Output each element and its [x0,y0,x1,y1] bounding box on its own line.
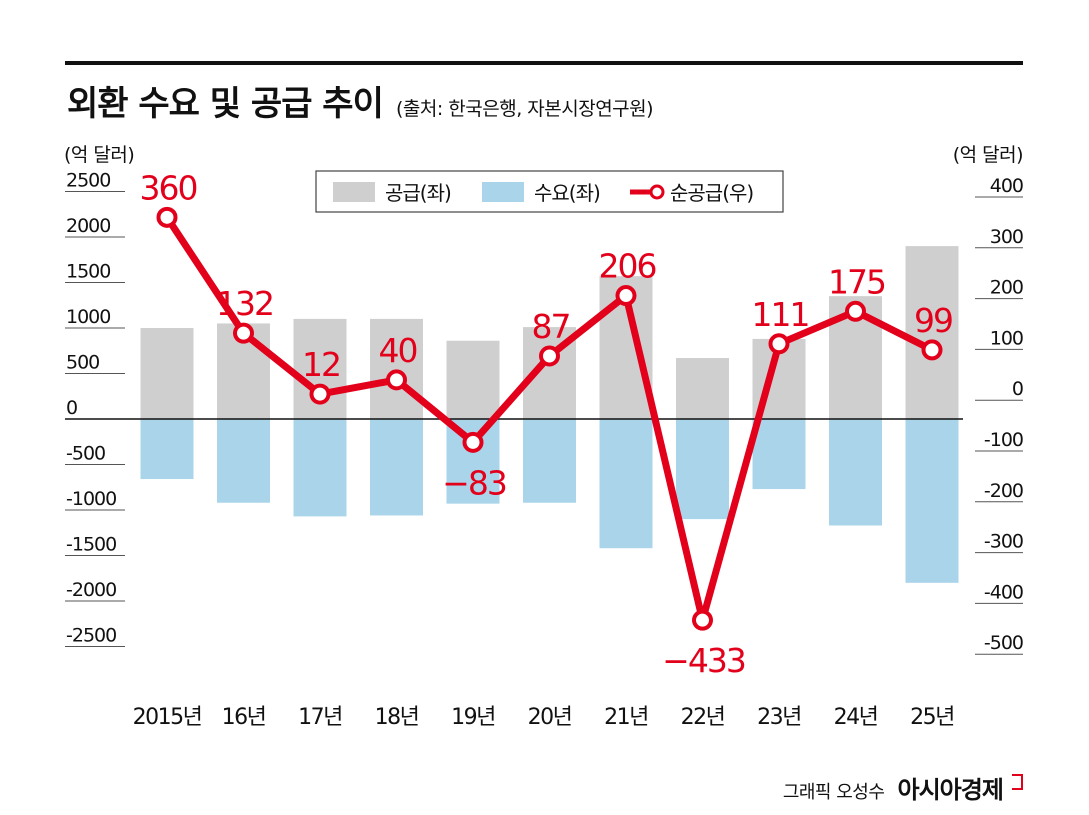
net-supply-data-label: 40 [379,331,417,370]
supply-bar [905,246,959,419]
legend-label-net: 순공급(우) [670,181,753,205]
right-tick-label: -500 [984,632,1023,654]
left-tick-label: 1500 [66,261,110,283]
demand-bar [523,419,576,503]
legend-label-supply: 공급(좌) [385,181,451,205]
legend-swatch-supply [333,182,375,202]
right-tick-label: 300 [990,226,1023,248]
title-row: 외환 수요 및 공급 추이 (출처: 한국은행, 자본시장연구원) [67,76,654,125]
net-supply-point [692,609,713,631]
x-category-label: 18년 [375,705,419,730]
left-tick-label: 2500 [66,170,110,192]
x-category-label: 17년 [298,705,342,730]
demand-bar [370,419,423,516]
net-supply-data-label: 111 [752,295,809,334]
net-supply-point [309,383,331,405]
right-tick-label: -100 [984,429,1023,451]
credit: 그래픽 오성수 아시아경제 [783,770,1023,805]
demand-bar [905,419,959,583]
net-supply-point [845,300,866,322]
x-category-label: 2015년 [133,705,202,730]
legend-box [315,170,784,213]
x-category-label: 19년 [451,705,495,730]
demand-bar [829,419,882,526]
net-supply-data-label: 12 [302,345,340,384]
right-tick-label: 400 [990,175,1023,197]
legend-swatch-demand [482,182,524,202]
right-tick-label: 100 [990,327,1023,349]
chart-title: 외환 수요 및 공급 추이 [67,84,384,124]
x-category-label: 21년 [604,705,648,730]
left-axis-unit: (억 달러) [64,144,135,166]
right-tick-label: -300 [984,531,1023,553]
left-tick-label: 1000 [66,306,110,328]
net-supply-point [615,285,637,307]
net-supply-point [539,345,560,367]
x-category-label: 20년 [528,705,572,730]
legend-swatch-net-marker [649,184,665,200]
right-axis-unit: (억 달러) [952,144,1024,166]
demand-bar [676,419,729,520]
right-tick-label: 200 [990,277,1023,299]
supply-bar [140,328,194,419]
left-tick-label: -2500 [66,625,116,647]
net-supply-data-label: 99 [914,301,952,340]
x-category-label: 16년 [222,705,266,730]
left-tick-label: 500 [66,352,99,374]
net-supply-point [386,369,407,391]
legend-label-demand: 수요(좌) [534,181,600,205]
left-tick-label: 2000 [66,215,110,237]
left-tick-label: -1500 [66,534,116,556]
chart-source: (출처: 한국은행, 자본시장연구원) [395,98,654,120]
x-category-label: 23년 [757,705,801,730]
net-supply-data-label: −433 [662,641,745,680]
net-supply-data-label: 132 [216,284,273,323]
supply-bar [676,358,729,419]
demand-bar [293,419,347,517]
demand-bar [752,419,806,490]
demand-bar [140,419,194,480]
brand-mark-icon [1012,774,1023,790]
x-category-label: 24년 [834,705,878,730]
net-supply-point [768,333,790,355]
net-supply-point [462,431,484,453]
supply-bar [370,318,423,419]
right-tick-label: 0 [1012,378,1023,400]
net-supply-point [156,206,178,228]
left-tick-label: 0 [66,397,77,419]
demand-bar [599,419,653,549]
right-tick-label: -200 [984,480,1023,502]
net-supply-data-label: 206 [599,247,656,286]
left-tick-label: -1000 [66,488,116,510]
supply-bar [446,340,500,419]
net-supply-point [233,322,254,344]
top-rule [65,61,1023,65]
net-supply-data-label: 175 [828,262,885,301]
net-supply-data-label: −83 [442,463,506,502]
net-supply-point [921,339,943,361]
left-tick-label: -2000 [66,579,116,601]
net-supply-data-label: 360 [140,168,197,207]
credit-author: 그래픽 오성수 [782,782,885,803]
x-category-label: 25년 [910,705,954,730]
demand-bar [217,419,270,503]
net-supply-data-label: 87 [532,307,570,346]
right-tick-label: -400 [984,581,1023,603]
x-category-label: 22년 [681,705,725,730]
credit-brand: 아시아경제 [897,776,1004,804]
left-tick-label: -500 [66,443,105,465]
